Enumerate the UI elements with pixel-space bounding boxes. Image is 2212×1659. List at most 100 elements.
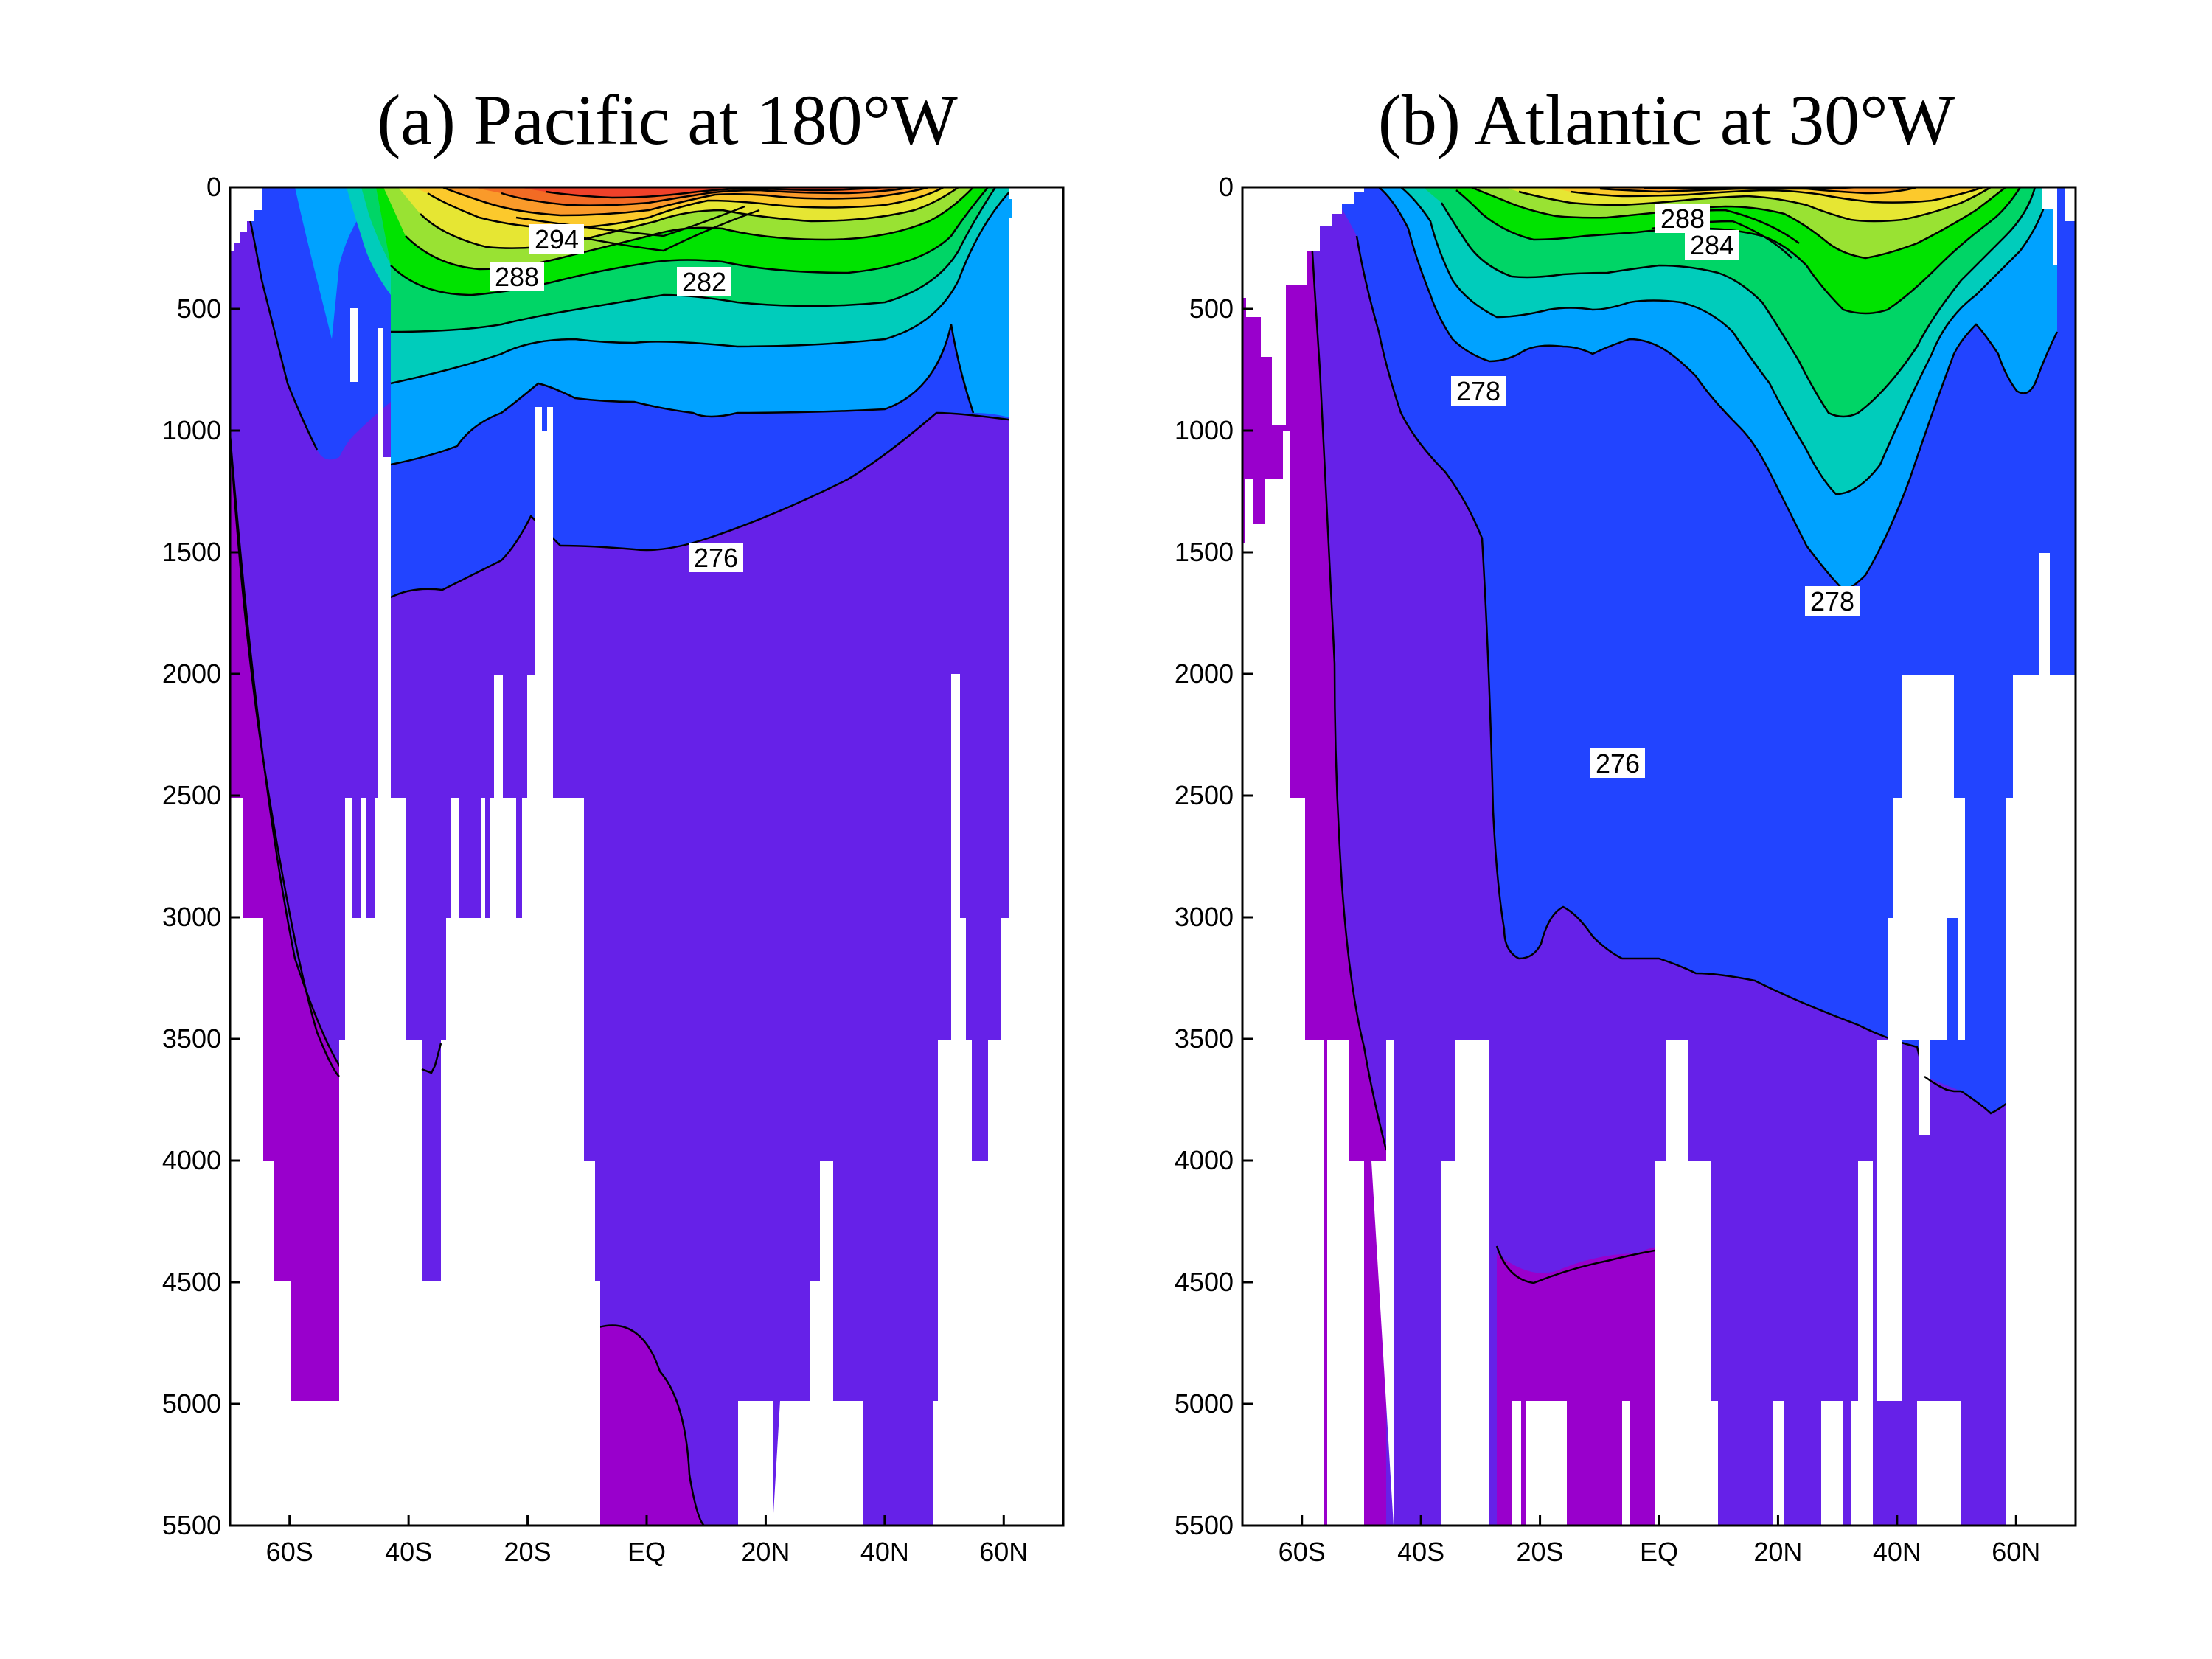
y-tick-label: 5500 — [1175, 1510, 1234, 1540]
y-tick-label: 3000 — [162, 902, 221, 932]
contour-line — [420, 187, 959, 249]
panel-b-y-axis: 0 500 1000 1500 2000 2500 3000 3500 4000 4500 5000… — [1175, 172, 1253, 1540]
contour-label-278: 278 — [1451, 376, 1506, 406]
contour-label-288: 288 — [490, 262, 544, 292]
contour-label-text: 276 — [694, 543, 738, 573]
y-tick-label: 3500 — [1175, 1023, 1234, 1054]
x-tick-label: 60S — [1279, 1537, 1326, 1567]
panel-b-title: (b) Atlantic at 30°W — [1378, 80, 1955, 159]
panel-b-contours — [1307, 187, 2065, 1284]
band-298-red — [516, 187, 885, 198]
gap-strip — [350, 308, 358, 382]
y-tick-label: 4000 — [162, 1145, 221, 1175]
x-tick-label: 40N — [1873, 1537, 1921, 1567]
contour-line — [1924, 1075, 1961, 1093]
contour-line — [1570, 187, 1984, 204]
contour-line — [390, 187, 1015, 385]
y-tick-label: 2500 — [162, 780, 221, 810]
y-tick-label: 0 — [206, 172, 221, 202]
contour-line — [1470, 187, 2006, 260]
y-tick-label: 500 — [177, 293, 221, 324]
contour-label-text: 284 — [1690, 230, 1734, 260]
x-tick-label: 20S — [1517, 1537, 1564, 1567]
x-tick-label: EQ — [627, 1537, 666, 1567]
aabw-purple-bottom-fill — [1497, 1246, 1666, 1526]
y-tick-label: 3000 — [1175, 902, 1234, 932]
contour-label-276: 276 — [689, 543, 743, 573]
y-tick-label: 0 — [1219, 172, 1234, 202]
x-tick-label: 40S — [1397, 1537, 1444, 1567]
y-tick-label: 5000 — [1175, 1388, 1234, 1419]
contour-label-288: 288 — [1655, 204, 1710, 234]
panel-a-title: (a) Pacific at 180°W — [377, 80, 958, 159]
contour-line — [1355, 235, 1926, 1077]
x-tick-label: 20N — [1753, 1537, 1802, 1567]
y-tick-label: 1500 — [162, 537, 221, 567]
y-tick-label: 3500 — [162, 1023, 221, 1054]
contour-label-282: 282 — [677, 267, 731, 297]
contour-line — [1400, 187, 2051, 495]
contour-line — [242, 187, 319, 451]
panel-a-contours — [230, 187, 1015, 1526]
panel-b-plot-area — [1242, 187, 2076, 1526]
contour-line — [421, 1043, 442, 1074]
panel-b-topo-contours — [1924, 1075, 1961, 1093]
contour-line — [1307, 187, 1388, 1151]
contour-line — [1440, 187, 2037, 418]
panel-a-topo-contours — [230, 434, 442, 1077]
x-tick-label: 40N — [860, 1537, 909, 1567]
panel-b-x-axis: 60S 40S 20S EQ 20N 40N 60N — [1279, 1515, 2040, 1567]
panel-a-topography — [230, 187, 1063, 1526]
y-tick-label: 2000 — [1175, 658, 1234, 689]
panel-b-contour-labels: 288 284 278 278 276 — [1451, 204, 1860, 779]
panel-a-x-axis: 60S 40S 20S EQ 20N 40N 60N — [266, 1515, 1028, 1567]
contour-label-276: 276 — [1590, 748, 1645, 779]
x-tick-label: 20N — [741, 1537, 790, 1567]
contour-label-text: 294 — [535, 224, 579, 254]
contour-label-text: 282 — [682, 267, 726, 297]
aabw-purple-north-fill — [599, 1325, 704, 1526]
contour-line — [390, 187, 989, 296]
y-tick-label: 4500 — [162, 1267, 221, 1297]
contour-label-text: 278 — [1456, 376, 1500, 406]
contour-label-text: 276 — [1596, 748, 1640, 779]
y-tick-label: 1000 — [1175, 415, 1234, 445]
contour-line — [390, 411, 1015, 599]
x-tick-label: 60N — [1992, 1537, 2040, 1567]
y-tick-label: 500 — [1189, 293, 1234, 324]
contour-label-278: 278 — [1805, 586, 1860, 616]
y-tick-label: 4500 — [1175, 1267, 1234, 1297]
x-tick-label: 60S — [266, 1537, 313, 1567]
contour-line — [598, 1324, 705, 1526]
panel-b-topography — [1242, 187, 2076, 1526]
panel-a-plot-area — [230, 187, 1063, 1526]
panel-b: (b) Atlantic at 30°W — [1175, 80, 2077, 1567]
contour-label-284: 284 — [1685, 230, 1739, 260]
contour-label-text: 288 — [1660, 204, 1705, 234]
contour-line — [230, 434, 340, 1077]
contour-line — [1378, 187, 2059, 591]
x-tick-label: EQ — [1640, 1537, 1678, 1567]
x-tick-label: 40S — [385, 1537, 432, 1567]
y-tick-label: 5500 — [162, 1510, 221, 1540]
y-tick-label: 1500 — [1175, 537, 1234, 567]
contour-line — [501, 187, 915, 206]
panel-a-y-axis: 0 500 1000 1500 2000 2500 3000 3500 4000 4500 5000… — [162, 172, 240, 1540]
contour-line — [427, 187, 945, 230]
contour-line — [390, 324, 975, 466]
x-tick-label: 60N — [979, 1537, 1028, 1567]
y-tick-label: 2000 — [162, 658, 221, 689]
contour-line — [515, 205, 745, 237]
contour-line — [1644, 187, 1859, 190]
x-tick-label: 20S — [504, 1537, 552, 1567]
panel-a: (a) Pacific at 180°W — [162, 80, 1065, 1567]
y-tick-label: 4000 — [1175, 1145, 1234, 1175]
contour-line — [545, 187, 886, 199]
contour-label-text: 278 — [1810, 586, 1854, 616]
contour-label-294: 294 — [529, 224, 584, 254]
y-tick-label: 2500 — [1175, 780, 1234, 810]
contour-line — [230, 434, 348, 1077]
y-tick-label: 5000 — [162, 1388, 221, 1419]
contour-line — [442, 187, 930, 217]
